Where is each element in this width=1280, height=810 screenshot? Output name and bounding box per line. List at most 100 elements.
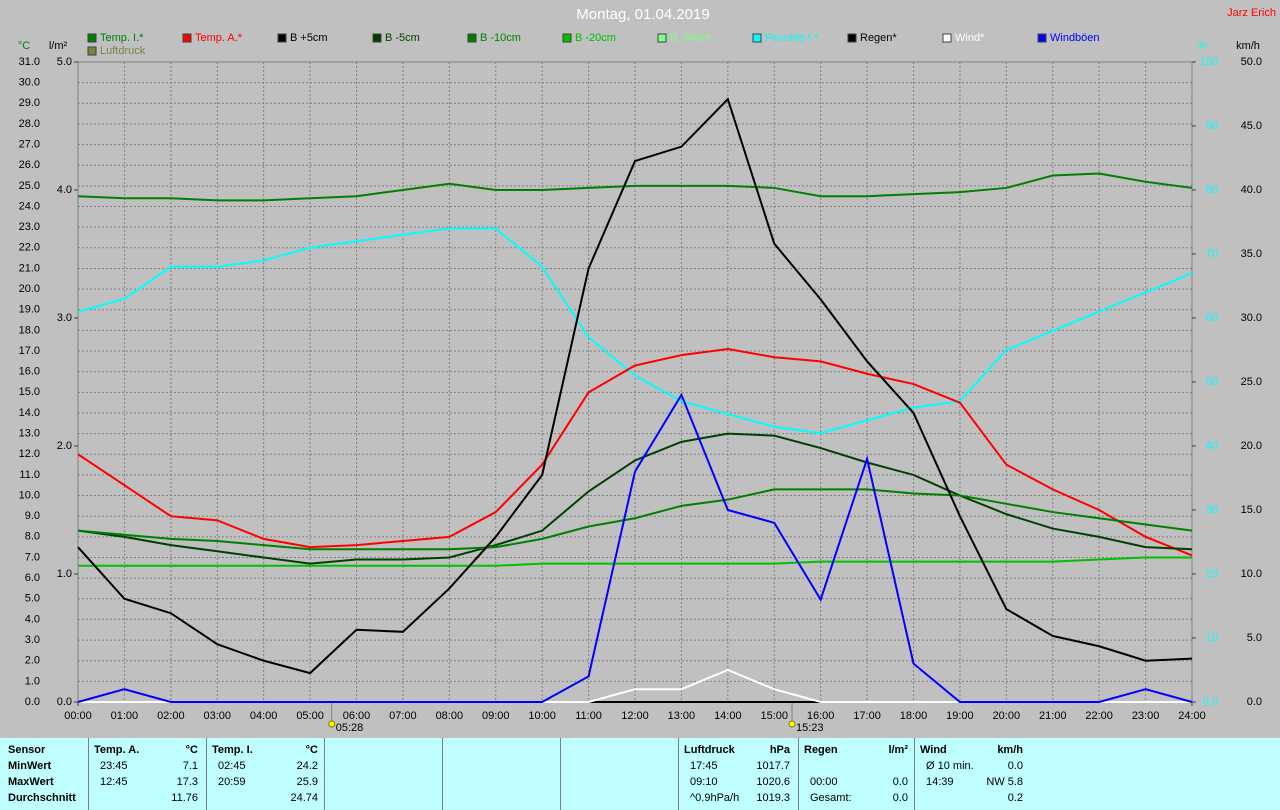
- x-tick-label: 17:00: [853, 710, 881, 722]
- annotation: 15:23: [796, 722, 824, 734]
- legend-label: Regen*: [860, 32, 897, 44]
- table-cell: hPa: [769, 744, 790, 756]
- x-tick-label: 13:00: [668, 710, 696, 722]
- y-tick-label: 21.0: [19, 262, 40, 274]
- y-tick-label: 0.0: [25, 696, 40, 708]
- legend-swatch: [277, 33, 287, 43]
- y-tick-label: 5.0: [1247, 632, 1262, 644]
- x-tick-label: 14:00: [714, 710, 742, 722]
- y-tick-label: 27.0: [19, 138, 40, 150]
- legend-label: Windböen: [1050, 32, 1100, 44]
- table-cell: Temp. I.: [212, 744, 253, 756]
- y-tick-label: 13.0: [19, 428, 40, 440]
- table-cell: 23:45: [100, 760, 128, 772]
- y-tick-label: 14.0: [19, 407, 40, 419]
- x-tick-label: 18:00: [900, 710, 928, 722]
- y-tick-label: 23.0: [19, 221, 40, 233]
- y-tick-label: 25.0: [1241, 376, 1262, 388]
- table-cell: 24.2: [296, 760, 318, 772]
- separator: [798, 738, 799, 810]
- x-tick-label: 01:00: [111, 710, 139, 722]
- y-tick-label: 9.0: [25, 510, 40, 522]
- y-tick-label: 10.0: [1241, 568, 1262, 580]
- x-tick-label: 00:00: [64, 710, 92, 722]
- y-tick-label: 3.0: [57, 312, 72, 324]
- legend-label: B +5cm: [290, 32, 328, 44]
- y-tick-label: 24.0: [19, 200, 40, 212]
- series-line: [77, 392, 1193, 703]
- y-tick-label: 11.0: [19, 469, 40, 481]
- y-tick-label: 2.0: [57, 440, 72, 452]
- separator: [442, 738, 443, 810]
- y-tick-label: 4.0: [57, 184, 72, 196]
- legend-label: B -50cm: [670, 32, 711, 44]
- legend-swatch: [87, 33, 97, 43]
- x-tick-label: 16:00: [807, 710, 835, 722]
- y-tick-label: 1.0: [25, 675, 40, 687]
- y-tick-label: 7.0: [25, 551, 40, 563]
- axis-unit: l/m²: [49, 40, 68, 52]
- y-tick-label: 29.0: [19, 97, 40, 109]
- table-cell: 00:00: [810, 776, 838, 788]
- y-tick-label: 25.0: [19, 180, 40, 192]
- y-tick-label: 16.0: [19, 366, 40, 378]
- table-cell: 24.74: [290, 792, 318, 804]
- legend-swatch: [752, 33, 762, 43]
- legend-label: B -10cm: [480, 32, 521, 44]
- table-cell: 0.2: [1007, 792, 1023, 804]
- x-tick-label: 02:00: [157, 710, 185, 722]
- y-tick-label: 0.0: [1203, 696, 1218, 708]
- y-tick-label: 80: [1206, 184, 1218, 196]
- y-tick-label: 40: [1206, 440, 1218, 452]
- table-cell: 1020.6: [756, 776, 790, 788]
- sun-icon: [328, 720, 336, 728]
- table-cell: 0.0: [892, 776, 908, 788]
- y-tick-label: 15.0: [1241, 504, 1262, 516]
- table-cell: 14:39: [926, 776, 954, 788]
- table-cell: 17.3: [176, 776, 198, 788]
- legend-label: Feuchte I.*: [765, 32, 819, 44]
- summary-panel: Sensor MinWert MaxWert Durchschnitt Temp. A.…: [0, 738, 1280, 810]
- chart-title: Montag, 01.04.2019: [576, 6, 709, 23]
- table-cell: MaxWert: [8, 776, 54, 788]
- table-cell: 02:45: [218, 760, 246, 772]
- table-cell: Wind: [920, 744, 947, 756]
- x-tick-label: 19:00: [946, 710, 974, 722]
- series-line: [78, 556, 1192, 567]
- legend-swatch: [467, 33, 477, 43]
- table-cell: °C: [185, 744, 198, 756]
- x-tick-label: 06:00: [343, 710, 371, 722]
- y-tick-label: 26.0: [19, 159, 40, 171]
- table-cell: Durchschnitt: [8, 792, 76, 804]
- table-cell: Sensor: [8, 744, 46, 756]
- table-cell: 0.0: [892, 792, 908, 804]
- x-tick-label: 22:00: [1085, 710, 1113, 722]
- table-cell: °C: [305, 744, 318, 756]
- table-cell: 25.9: [296, 776, 318, 788]
- legend-swatch: [942, 33, 952, 43]
- y-tick-label: 6.0: [25, 572, 40, 584]
- x-tick-label: 15:00: [760, 710, 788, 722]
- y-tick-label: 12.0: [19, 448, 40, 460]
- y-tick-label: 20.0: [1241, 440, 1262, 452]
- table-cell: l/m²: [888, 744, 908, 756]
- axis-unit: %: [1197, 40, 1207, 52]
- y-tick-label: 30: [1206, 504, 1218, 516]
- y-tick-label: 31.0: [19, 56, 40, 68]
- table-cell: 11.76: [171, 792, 198, 804]
- legend-swatch: [87, 46, 97, 56]
- legend-swatch: [372, 33, 382, 43]
- y-tick-label: 40.0: [1241, 184, 1262, 196]
- axis-unit: km/h: [1236, 40, 1260, 52]
- y-tick-label: 19.0: [19, 304, 40, 316]
- table-cell: 1019.3: [756, 792, 790, 804]
- annotation: 05:28: [336, 722, 364, 734]
- x-tick-label: 05:00: [296, 710, 324, 722]
- y-tick-label: 45.0: [1241, 120, 1262, 132]
- legend-label: B -20cm: [575, 32, 616, 44]
- table-cell: 20:59: [218, 776, 246, 788]
- table-cell: ^0.9hPa/h: [690, 792, 740, 804]
- y-tick-label: 0.0: [1247, 696, 1262, 708]
- legend-label: Temp. A.*: [195, 32, 243, 44]
- separator: [88, 738, 89, 810]
